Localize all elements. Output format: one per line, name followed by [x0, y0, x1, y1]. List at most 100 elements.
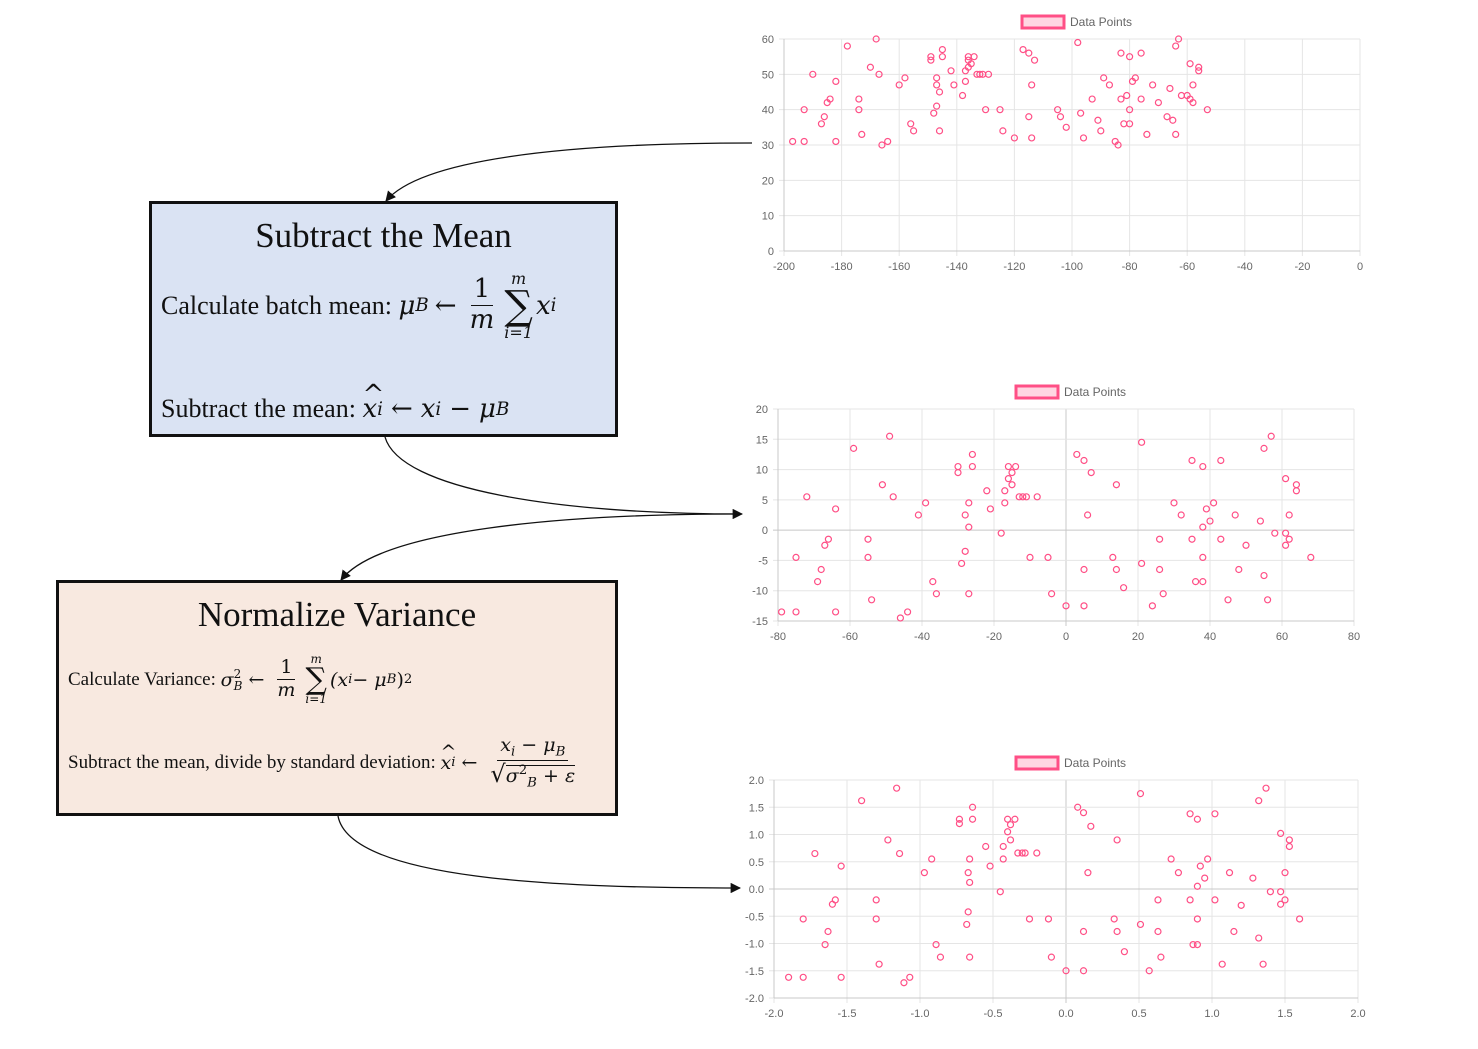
- data-point: [910, 127, 918, 135]
- data-point: [1260, 571, 1268, 580]
- data-point: [821, 541, 829, 549]
- data-point: [904, 608, 912, 616]
- normalize-label: Subtract the mean, divide by standard de…: [68, 751, 436, 773]
- data-point: [1206, 517, 1214, 525]
- data-point: [1044, 915, 1053, 923]
- data-point: [1263, 596, 1272, 604]
- data-point: [1277, 829, 1285, 838]
- data-point: [982, 842, 990, 851]
- data-point: [999, 127, 1007, 135]
- data-point: [1177, 511, 1185, 519]
- data-point: [966, 953, 974, 961]
- data-point: [964, 908, 972, 916]
- x-tick-label: -100: [1061, 261, 1083, 273]
- data-point: [1259, 960, 1267, 968]
- data-point: [872, 35, 880, 43]
- legend-label: Data Points: [1070, 15, 1132, 29]
- data-point: [920, 869, 928, 877]
- data-point: [968, 462, 976, 471]
- data-point: [849, 444, 858, 452]
- data-point: [800, 106, 808, 114]
- data-point: [1199, 462, 1207, 471]
- data-point: [878, 141, 886, 149]
- data-point: [1202, 505, 1210, 513]
- data-point: [1033, 849, 1041, 857]
- data-point: [955, 819, 964, 828]
- data-point: [1011, 815, 1019, 823]
- data-point: [837, 862, 845, 870]
- data-point: [826, 95, 834, 103]
- data-point: [1281, 541, 1290, 549]
- data-point: [1149, 81, 1157, 89]
- data-point: [1084, 511, 1092, 519]
- x-tick-label: 2.0: [1350, 1008, 1365, 1020]
- data-point: [935, 88, 944, 96]
- data-point: [1188, 456, 1196, 465]
- data-point: [837, 973, 845, 981]
- data-point: [1062, 967, 1070, 975]
- data-point: [1088, 95, 1096, 103]
- data-point: [1196, 862, 1204, 870]
- data-point: [930, 109, 938, 117]
- data-point: [1266, 888, 1275, 896]
- data-point: [792, 553, 800, 561]
- data-point: [824, 927, 832, 936]
- x-tick-label: 1.0: [1204, 1008, 1219, 1020]
- x-tick-label: -1.5: [838, 1008, 857, 1020]
- data-point: [895, 849, 904, 858]
- y-tick-label: 1.0: [749, 830, 764, 842]
- data-point: [789, 137, 797, 146]
- x-tick-label: 60: [1276, 631, 1288, 643]
- data-point: [1193, 915, 1201, 923]
- data-point: [1172, 42, 1180, 50]
- x-tick-label: -2.0: [765, 1008, 784, 1020]
- y-tick-label: 0: [768, 246, 774, 258]
- data-point: [1217, 456, 1225, 465]
- data-point: [1074, 38, 1082, 47]
- data-point: [884, 137, 892, 146]
- scatter-raw-svg: Data Points-200 -180 -160 -140 -120 -100 -80 -6…: [762, 14, 1363, 273]
- data-point: [965, 499, 973, 507]
- y-tick-label: 20: [762, 175, 774, 187]
- data-point: [907, 120, 915, 128]
- x-tick-label: -40: [914, 631, 930, 643]
- data-point: [933, 102, 941, 110]
- data-point: [1137, 95, 1145, 103]
- data-point: [1145, 967, 1153, 975]
- x-tick-label: -1.0: [911, 1008, 930, 1020]
- x-tick-label: -120: [1003, 261, 1025, 273]
- data-point: [1159, 590, 1167, 598]
- data-point: [1048, 590, 1056, 598]
- data-point: [1281, 529, 1290, 537]
- data-point: [927, 53, 935, 61]
- data-point: [1080, 565, 1088, 574]
- y-tick-label: 5: [762, 495, 768, 507]
- data-point: [1056, 113, 1065, 121]
- subtract-mean-label: Subtract the mean:: [161, 394, 356, 423]
- data-point: [1166, 84, 1174, 93]
- data-point: [896, 614, 904, 622]
- data-point: [809, 70, 817, 78]
- scatter-chart-raw: Data Points -200 -180 -160 -140 -120 -100 -80 -6…: [740, 10, 1380, 285]
- data-point: [999, 842, 1007, 851]
- data-point: [1157, 953, 1165, 961]
- data-point: [1211, 896, 1219, 904]
- scatter-centered-svg: Data Points -80 -60 -40 -20 0 20 40 60 80 -15 -10 -5…: [752, 384, 1360, 643]
- data-point: [799, 915, 807, 923]
- data-point: [1199, 553, 1207, 561]
- data-point: [1062, 123, 1070, 131]
- data-point: [1079, 809, 1088, 817]
- data-point: [843, 42, 851, 50]
- data-point: [1097, 127, 1105, 135]
- data-point: [832, 137, 840, 146]
- x-tick-label: 1.5: [1277, 1008, 1292, 1020]
- x-tick-label: -80: [1122, 261, 1138, 273]
- data-point: [1285, 535, 1293, 543]
- data-point: [1028, 134, 1036, 142]
- data-point: [986, 505, 994, 513]
- var-sum-symbol: m ∑ i=1: [305, 652, 327, 707]
- x-tick-label: -200: [773, 261, 795, 273]
- data-point: [1189, 81, 1197, 89]
- data-point: [792, 608, 800, 616]
